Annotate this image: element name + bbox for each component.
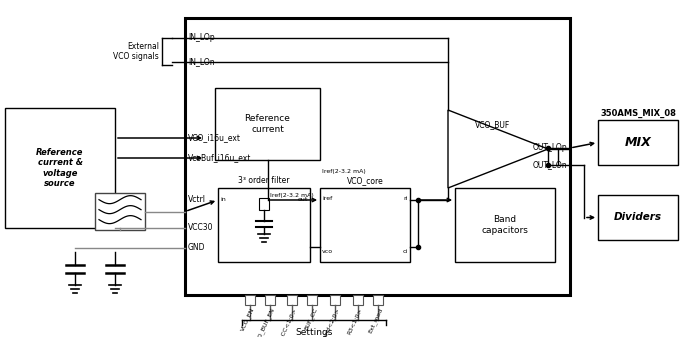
Bar — [259, 198, 269, 210]
Text: Iref(2-3.2 mA): Iref(2-3.2 mA) — [322, 169, 365, 174]
Text: IN_LOp: IN_LOp — [188, 33, 215, 42]
Bar — [5, 108, 115, 228]
Text: Settings: Settings — [295, 328, 332, 337]
Text: Ext_mod: Ext_mod — [368, 307, 384, 334]
Text: OUT_LOp: OUT_LOp — [533, 144, 567, 153]
Text: Dividers: Dividers — [614, 213, 662, 222]
Text: ri: ri — [404, 196, 408, 201]
Text: vco: vco — [322, 249, 333, 254]
Text: R3<1:0>: R3<1:0> — [347, 307, 363, 335]
Bar — [215, 88, 320, 160]
Text: in: in — [220, 197, 225, 202]
Text: VCO_i16u_ext: VCO_i16u_ext — [188, 133, 241, 143]
Bar — [185, 18, 570, 295]
Bar — [265, 295, 275, 305]
Text: VCO_CC<1:0>: VCO_CC<1:0> — [274, 307, 298, 337]
Text: Band<2:0>: Band<2:0> — [321, 307, 340, 337]
Text: Reference
current: Reference current — [244, 114, 290, 134]
Text: Band
capacitors: Band capacitors — [482, 215, 528, 235]
Text: out: out — [298, 197, 308, 202]
Text: VCO_EN: VCO_EN — [240, 307, 256, 332]
Text: Reference
current &
voltage
source: Reference current & voltage source — [36, 148, 84, 188]
Text: OUT_LOn: OUT_LOn — [533, 160, 567, 170]
Text: VCO_BUF: VCO_BUF — [475, 120, 510, 129]
Text: BUF_CC: BUF_CC — [303, 307, 319, 331]
Text: ci: ci — [402, 249, 408, 254]
Bar — [353, 295, 363, 305]
Bar — [373, 295, 383, 305]
Bar — [218, 188, 310, 262]
Text: 3³ order filter: 3³ order filter — [238, 176, 290, 185]
Bar — [95, 193, 145, 230]
Text: IN_LOn: IN_LOn — [188, 58, 215, 66]
Bar — [320, 188, 410, 262]
Text: MIX: MIX — [624, 136, 652, 149]
Bar — [455, 188, 555, 262]
Text: VCO_core: VCO_core — [346, 176, 384, 185]
Text: External
VCO signals: External VCO signals — [113, 42, 159, 61]
Text: 350AMS_MIX_08: 350AMS_MIX_08 — [600, 109, 676, 118]
Bar — [287, 295, 297, 305]
Text: iref: iref — [322, 196, 332, 201]
Text: VCC30: VCC30 — [188, 223, 214, 233]
Bar — [245, 295, 255, 305]
Text: VCO_BUF_EN: VCO_BUF_EN — [253, 307, 276, 337]
Text: Vctrl: Vctrl — [188, 195, 206, 205]
Bar — [307, 295, 317, 305]
Text: Iref(2-3.2 mA): Iref(2-3.2 mA) — [270, 193, 314, 198]
Bar — [598, 120, 678, 165]
Text: VcoBuf_i16u_ext: VcoBuf_i16u_ext — [188, 153, 251, 162]
Bar — [598, 195, 678, 240]
Bar — [330, 295, 340, 305]
Text: GND: GND — [188, 244, 206, 252]
Polygon shape — [448, 110, 548, 188]
